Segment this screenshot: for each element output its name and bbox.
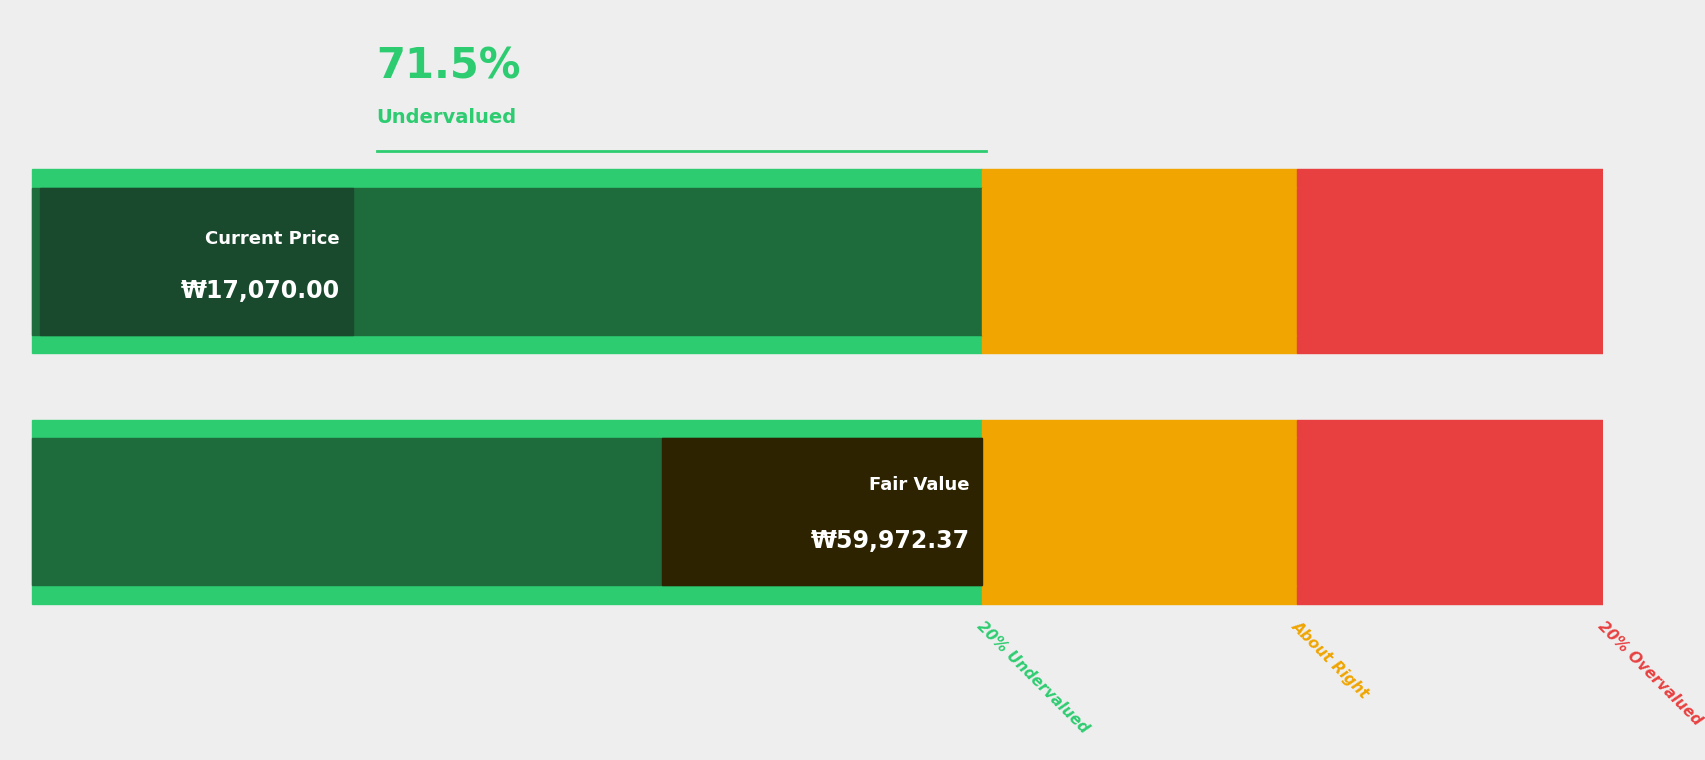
Bar [39,188,353,335]
Bar [1296,169,1603,353]
Bar [662,438,982,585]
Bar [32,169,982,353]
Text: Fair Value: Fair Value [868,476,968,494]
Bar [982,169,1296,353]
Bar [32,420,982,603]
Text: ₩17,070.00: ₩17,070.00 [181,279,339,302]
Text: 20% Overvalued: 20% Overvalued [1594,618,1703,728]
Bar [1296,438,1603,585]
Text: 71.5%: 71.5% [377,46,520,87]
Bar [982,188,1296,335]
Bar [32,438,982,585]
Text: Current Price: Current Price [205,230,339,249]
Bar [1296,188,1603,335]
Text: ₩59,972.37: ₩59,972.37 [810,529,968,553]
Bar [32,188,982,335]
Bar [1296,420,1603,603]
Bar [982,420,1296,603]
Bar [982,438,1296,585]
Text: About Right: About Right [1287,618,1371,701]
Text: Undervalued: Undervalued [377,108,517,127]
Text: 20% Undervalued: 20% Undervalued [974,618,1091,736]
